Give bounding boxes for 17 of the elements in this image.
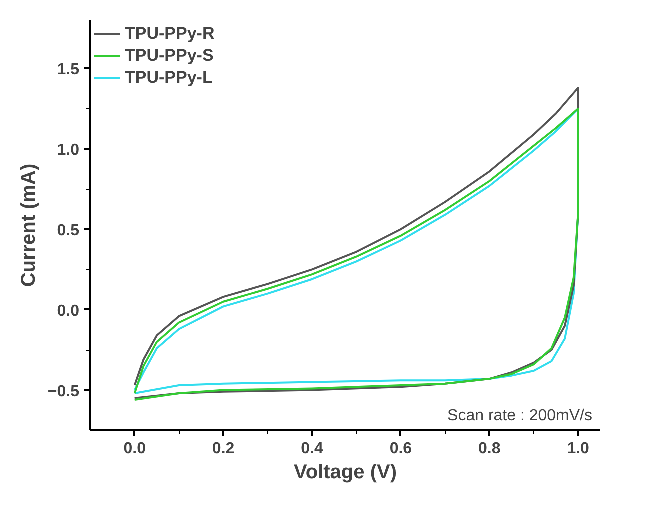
x-tick-label: 0.2 (212, 440, 235, 458)
x-tick-label: 1.0 (567, 440, 590, 458)
x-tick-label: 0.8 (478, 440, 501, 458)
y-tick-label: 1.5 (57, 62, 80, 79)
legend-label: TPU-PPy-R (125, 24, 215, 44)
x-tick-label: 0.4 (301, 440, 324, 458)
annotation: Scan rate : 200mV/s (448, 408, 593, 424)
y-tick-label: 1.0 (57, 142, 80, 160)
x-tick-label: 0.6 (390, 440, 412, 458)
x-axis-title: Voltage (V) (294, 462, 397, 484)
y-tick-label: 0.0 (57, 302, 80, 320)
legend-label: TPU-PPy-L (125, 68, 213, 88)
y-tick-label: −0.5 (48, 383, 80, 400)
x-tick-label: 0.0 (124, 440, 146, 458)
legend-label: TPU-PPy-S (125, 46, 214, 66)
y-tick-label: 0.5 (57, 222, 80, 240)
y-axis-title: Current (mA) (18, 164, 40, 288)
